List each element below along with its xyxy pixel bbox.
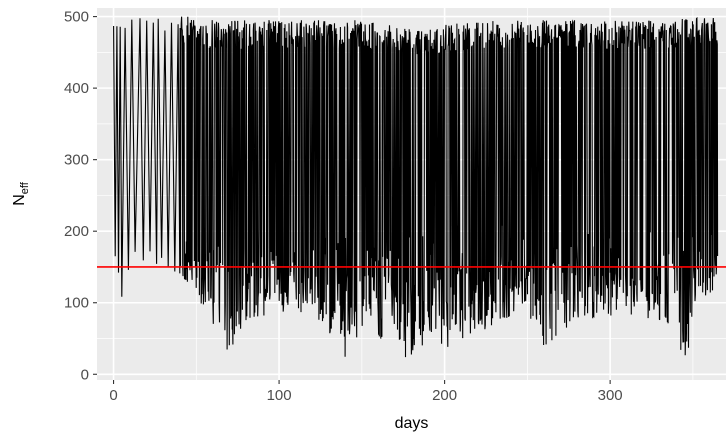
y-tick-label: 100	[64, 295, 89, 312]
y-axis-title-main: N	[11, 194, 28, 206]
y-tick-label: 500	[64, 9, 89, 26]
x-tick-label: 200	[432, 387, 457, 404]
y-axis-title-subscript: eff	[19, 181, 31, 194]
series-trace	[113, 16, 719, 358]
x-tick-label: 100	[267, 387, 292, 404]
y-axis-title: Neff	[11, 181, 31, 206]
x-tick-label: 300	[598, 387, 623, 404]
y-tick-label: 200	[64, 223, 89, 240]
x-axis-title: days	[395, 415, 429, 432]
y-tick-label: 400	[64, 80, 89, 97]
y-axis: 0 100 200 300 400 500	[64, 9, 97, 383]
x-tick-label: 0	[109, 387, 117, 404]
x-axis: 0 100 200 300	[109, 380, 623, 404]
y-tick-label: 0	[81, 366, 89, 383]
y-tick-label: 300	[64, 152, 89, 169]
series-line	[113, 16, 719, 358]
